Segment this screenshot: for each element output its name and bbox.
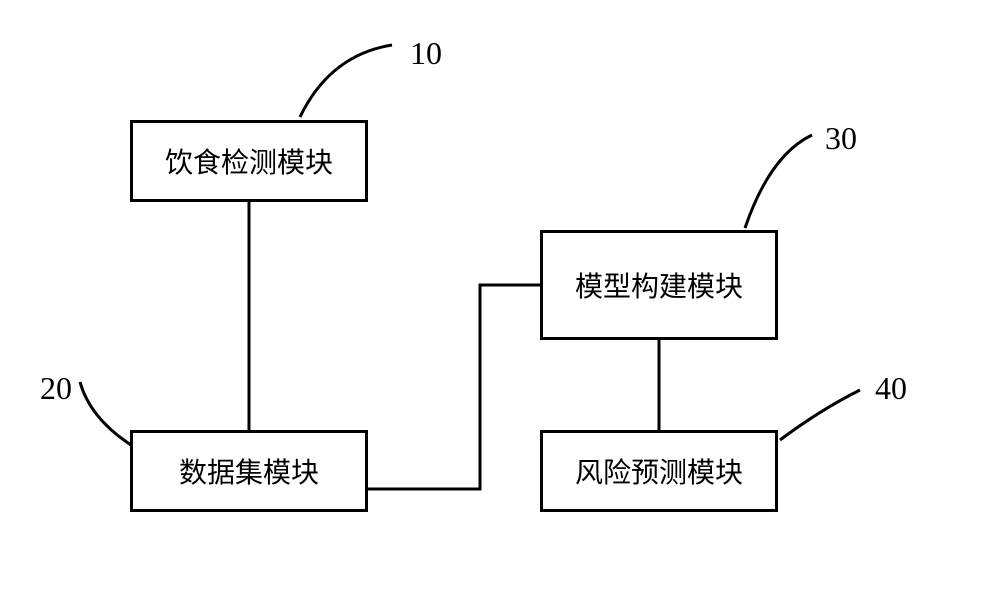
leader-arc-20 xyxy=(80,382,131,445)
node-dataset: 数据集模块 xyxy=(130,430,368,512)
node-risk-predict: 风险预测模块 xyxy=(540,430,778,512)
leader-arc-10 xyxy=(300,45,392,117)
node-label: 饮食检测模块 xyxy=(165,141,333,181)
node-label: 数据集模块 xyxy=(179,451,319,491)
node-label: 风险预测模块 xyxy=(575,451,743,491)
node-model-build: 模型构建模块 xyxy=(540,230,778,340)
node-diet-detection: 饮食检测模块 xyxy=(130,120,368,202)
edge-20-30 xyxy=(368,285,540,489)
ref-number-10: 10 xyxy=(410,35,442,72)
ref-number-20: 20 xyxy=(40,370,72,407)
flowchart-diagram: 饮食检测模块 数据集模块 模型构建模块 风险预测模块 10 20 30 40 xyxy=(0,0,1000,595)
leader-arc-40 xyxy=(780,390,860,440)
ref-number-30: 30 xyxy=(825,120,857,157)
ref-number-40: 40 xyxy=(875,370,907,407)
leader-arc-30 xyxy=(745,135,812,228)
node-label: 模型构建模块 xyxy=(575,265,743,305)
